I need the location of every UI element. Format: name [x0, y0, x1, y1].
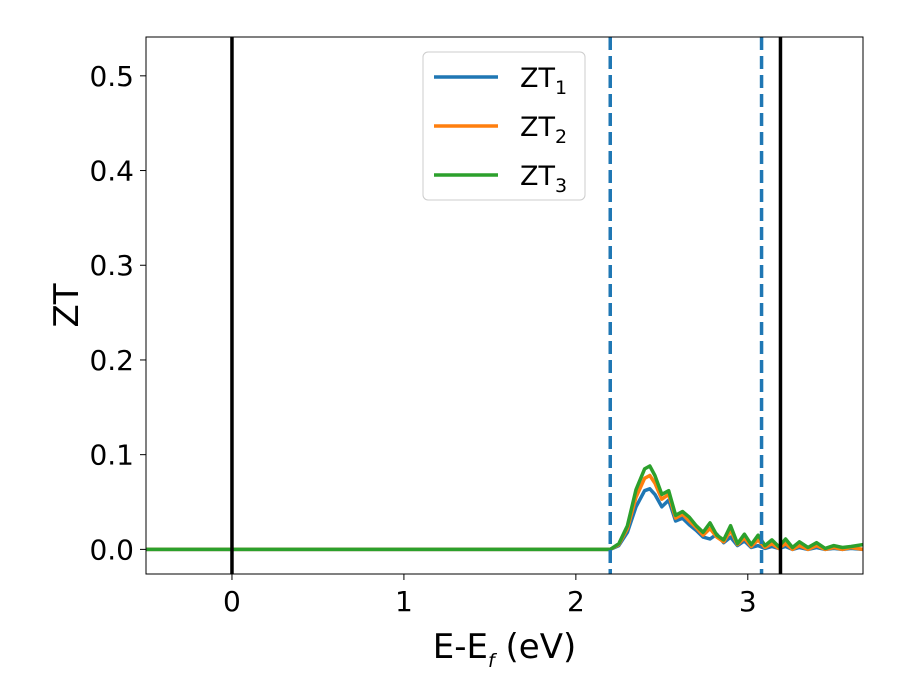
y-tick-label: 0.2 [89, 344, 134, 377]
legend-entry-2: ZT2 [434, 112, 567, 148]
legend-label: ZT1 [520, 63, 567, 99]
x-axis-label-suffix: (eV) [495, 627, 577, 667]
y-axis-label: ZT [47, 283, 87, 327]
legend: ZT1 ZT2 ZT3 [422, 51, 586, 201]
legend-label: ZT3 [520, 161, 567, 197]
x-axis-label-sub: f [488, 650, 498, 672]
legend-label: ZT2 [520, 112, 567, 148]
y-tick-label: 0.3 [89, 249, 134, 282]
y-tick-label: 0.4 [89, 155, 134, 188]
legend-entry-1: ZT1 [434, 63, 567, 99]
legend-box [422, 51, 586, 201]
x-tick-label: 1 [395, 585, 413, 618]
x-tick-label: 3 [739, 585, 757, 618]
y-tick-label: 0.0 [89, 533, 134, 566]
x-tick-label: 2 [567, 585, 585, 618]
x-axis-ticks: 0 1 2 3 [223, 574, 757, 618]
x-axis-label: E-Ef (eV) [433, 627, 576, 672]
plot-frame [145, 36, 864, 575]
x-axis-label-main: E-E [433, 627, 488, 667]
legend-entry-3: ZT3 [434, 161, 567, 197]
vline-layer [230, 37, 783, 574]
x-tick-label: 0 [223, 585, 241, 618]
series-layer [146, 464, 863, 552]
series-line-3 [146, 464, 863, 552]
y-axis-ticks: 0.0 0.1 0.2 0.3 0.4 0.5 [89, 60, 146, 566]
y-tick-label: 0.5 [89, 60, 134, 93]
y-tick-label: 0.1 [89, 439, 134, 472]
